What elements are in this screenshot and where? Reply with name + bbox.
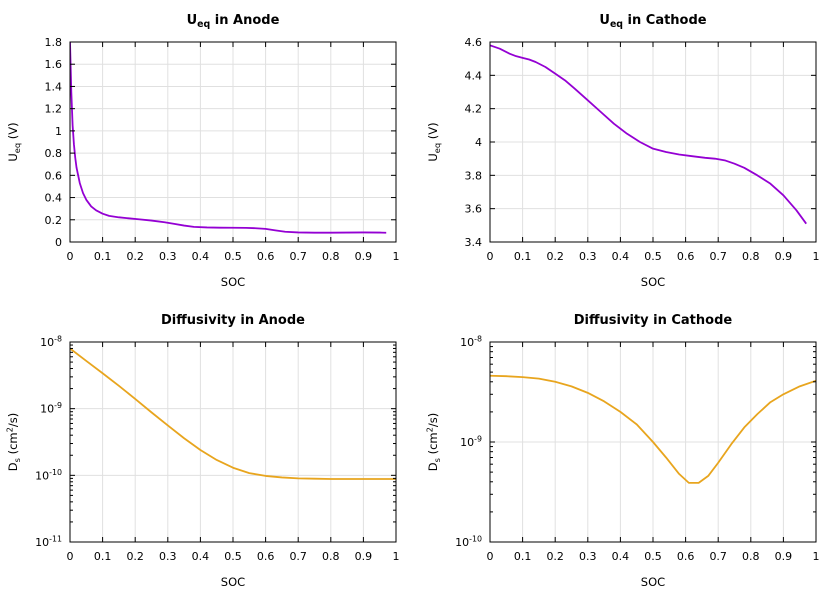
svg-text:10-10: 10-10 [455, 535, 482, 550]
svg-text:Diffusivity in Cathode: Diffusivity in Cathode [574, 313, 733, 328]
svg-text:0: 0 [487, 250, 494, 263]
svg-text:Ds (cm2/s): Ds (cm2/s) [425, 413, 443, 472]
svg-text:0.4: 0.4 [192, 250, 210, 263]
svg-text:0.9: 0.9 [775, 550, 793, 563]
svg-text:0.3: 0.3 [159, 550, 177, 563]
svg-text:0.3: 0.3 [159, 250, 177, 263]
svg-text:0: 0 [67, 250, 74, 263]
svg-text:0.8: 0.8 [742, 550, 760, 563]
svg-text:0.3: 0.3 [579, 550, 597, 563]
svg-text:0.4: 0.4 [192, 550, 210, 563]
svg-text:0.5: 0.5 [644, 550, 662, 563]
svg-text:0.5: 0.5 [224, 250, 242, 263]
svg-text:0.5: 0.5 [224, 550, 242, 563]
svg-text:Ds (cm2/s): Ds (cm2/s) [5, 413, 23, 472]
svg-text:0.4: 0.4 [45, 192, 63, 205]
svg-text:SOC: SOC [641, 575, 665, 589]
svg-text:0.2: 0.2 [45, 214, 63, 227]
svg-text:SOC: SOC [641, 275, 665, 289]
svg-text:1: 1 [393, 550, 400, 563]
svg-text:0.7: 0.7 [709, 550, 727, 563]
svg-text:0.8: 0.8 [742, 250, 760, 263]
svg-text:4: 4 [475, 136, 482, 149]
svg-text:10-8: 10-8 [460, 335, 482, 350]
svg-text:0.2: 0.2 [546, 550, 564, 563]
chart-ueq-anode: 0 0.1 0.2 0.3 0.4 0.5 0.6 0.7 0.8 0.9 1 0 0.2 0.4 0.6 0… [6, 13, 400, 289]
svg-text:0.2: 0.2 [126, 250, 144, 263]
svg-text:1.2: 1.2 [45, 103, 63, 116]
svg-text:0.6: 0.6 [257, 250, 275, 263]
svg-text:3.4: 3.4 [465, 236, 483, 249]
svg-text:10-9: 10-9 [40, 401, 62, 416]
svg-text:0.8: 0.8 [45, 147, 63, 160]
svg-text:0: 0 [487, 550, 494, 563]
svg-text:10-11: 10-11 [35, 535, 62, 550]
svg-text:Diffusivity in Anode: Diffusivity in Anode [161, 313, 305, 328]
svg-text:Ueq in Anode: Ueq in Anode [187, 13, 280, 30]
svg-text:0.9: 0.9 [355, 250, 373, 263]
svg-text:0.1: 0.1 [514, 250, 532, 263]
svg-text:1: 1 [55, 125, 62, 138]
svg-text:1.4: 1.4 [45, 80, 63, 93]
svg-text:0.7: 0.7 [709, 250, 727, 263]
svg-text:0.5: 0.5 [644, 250, 662, 263]
svg-text:0.8: 0.8 [322, 550, 340, 563]
svg-text:3.6: 3.6 [465, 203, 483, 216]
svg-text:SOC: SOC [221, 275, 245, 289]
svg-text:0.7: 0.7 [289, 250, 307, 263]
svg-text:0.3: 0.3 [579, 250, 597, 263]
chart-ueq-cathode: 0 0.1 0.2 0.3 0.4 0.5 0.6 0.7 0.8 0.9 1 3.4 3.6 3.8 4 4… [426, 13, 820, 289]
svg-text:0: 0 [55, 236, 62, 249]
svg-text:0.4: 0.4 [612, 550, 630, 563]
chart-diffusivity-cathode: 0 0.1 0.2 0.3 0.4 0.5 0.6 0.7 0.8 0.9 1 10-10 10-9 10… [425, 313, 820, 589]
svg-text:0.6: 0.6 [45, 169, 63, 182]
svg-text:0.1: 0.1 [514, 550, 532, 563]
svg-text:10-9: 10-9 [460, 435, 482, 450]
svg-text:0.9: 0.9 [355, 550, 373, 563]
svg-text:0.4: 0.4 [612, 250, 630, 263]
svg-text:0.1: 0.1 [94, 550, 112, 563]
svg-text:1: 1 [813, 550, 820, 563]
svg-text:1.6: 1.6 [45, 58, 63, 71]
svg-text:4.4: 4.4 [465, 69, 483, 82]
svg-text:0.6: 0.6 [257, 550, 275, 563]
svg-text:0.2: 0.2 [546, 250, 564, 263]
svg-text:SOC: SOC [221, 575, 245, 589]
svg-text:0.9: 0.9 [775, 250, 793, 263]
svg-text:10-8: 10-8 [40, 335, 62, 350]
svg-text:0: 0 [67, 550, 74, 563]
svg-text:4.6: 4.6 [465, 36, 483, 49]
svg-text:0.1: 0.1 [94, 250, 112, 263]
svg-text:3.8: 3.8 [465, 169, 483, 182]
svg-text:1: 1 [393, 250, 400, 263]
chart-diffusivity-anode: 0 0.1 0.2 0.3 0.4 0.5 0.6 0.7 0.8 0.9 1 10-11 10-10 1… [5, 313, 400, 589]
svg-text:1.8: 1.8 [45, 36, 63, 49]
svg-text:0.8: 0.8 [322, 250, 340, 263]
svg-text:Ueq in Cathode: Ueq in Cathode [599, 13, 706, 30]
svg-text:4.2: 4.2 [465, 103, 483, 116]
svg-text:10-10: 10-10 [35, 468, 62, 483]
svg-text:0.2: 0.2 [126, 550, 144, 563]
svg-text:0.7: 0.7 [289, 550, 307, 563]
svg-text:Ueq (V): Ueq (V) [426, 122, 442, 161]
svg-text:1: 1 [813, 250, 820, 263]
svg-text:0.6: 0.6 [677, 250, 695, 263]
svg-text:0.6: 0.6 [677, 550, 695, 563]
svg-text:Ueq (V): Ueq (V) [6, 122, 22, 161]
